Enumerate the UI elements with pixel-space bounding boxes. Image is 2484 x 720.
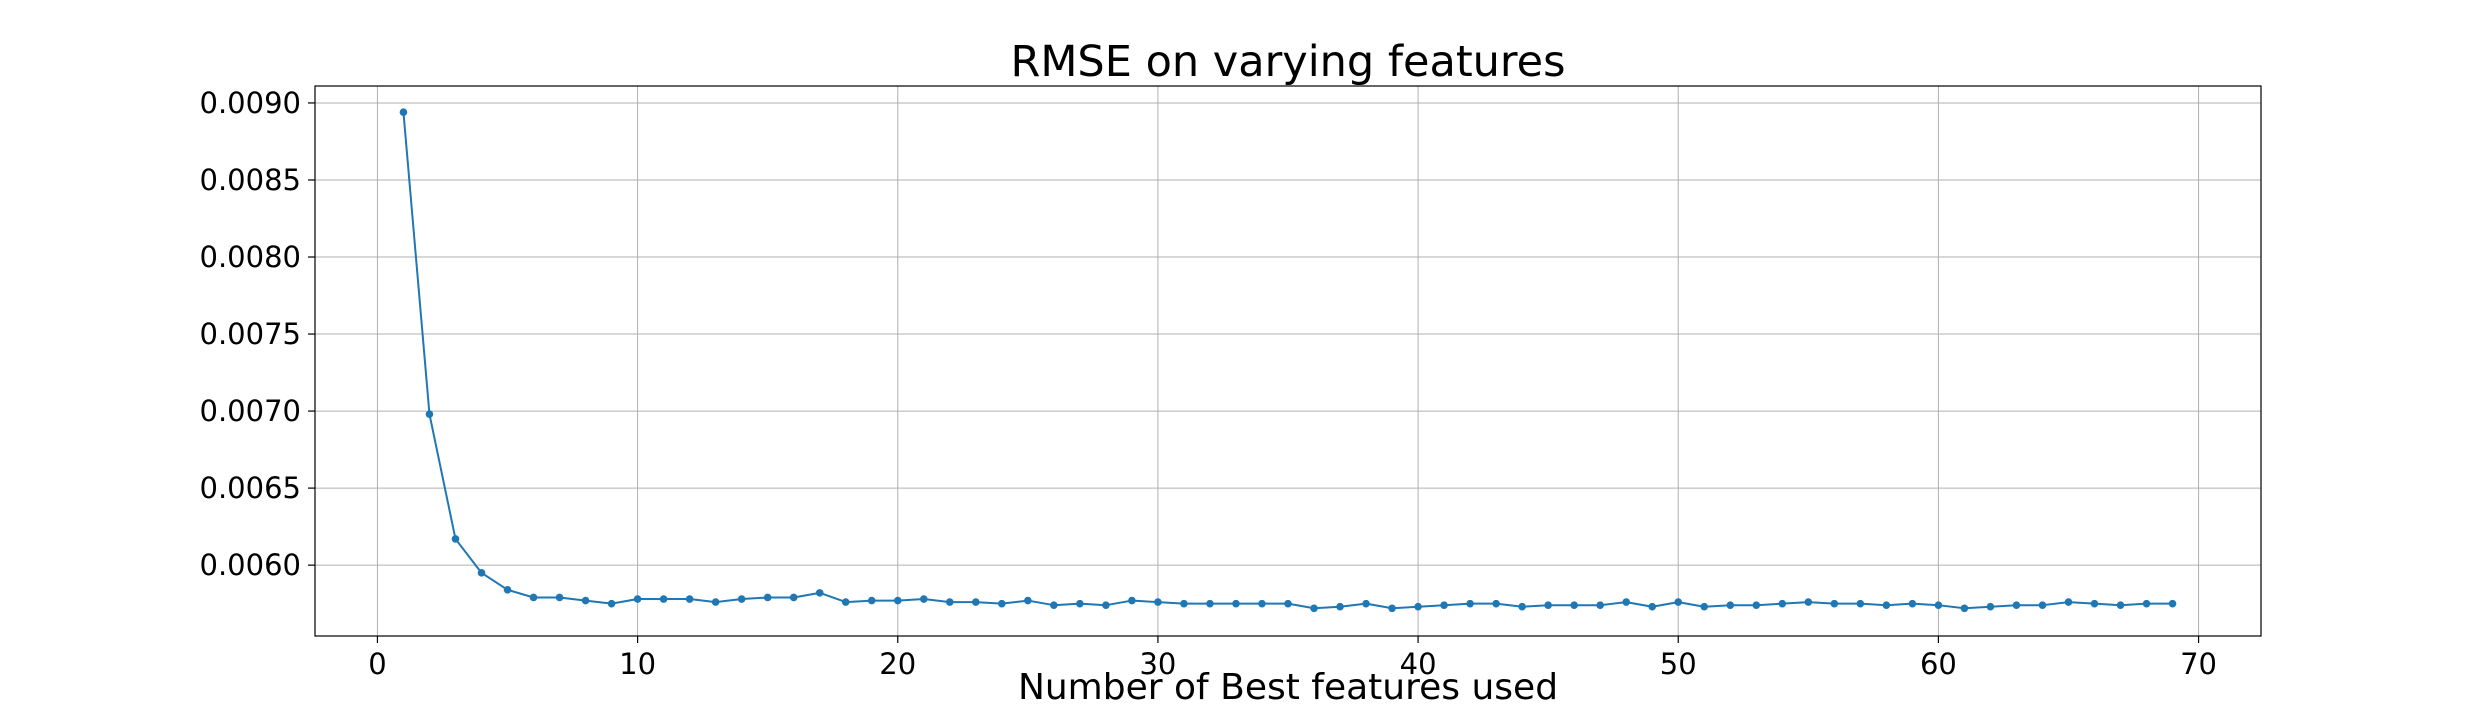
- data-point: [789, 593, 798, 602]
- x-tick-label: 30: [1139, 647, 1176, 681]
- y-tick-label: 0.0070: [200, 394, 301, 428]
- data-point: [763, 593, 772, 602]
- data-point: [1440, 601, 1448, 609]
- data-point: [1778, 599, 1787, 608]
- data-point: [1076, 599, 1084, 608]
- data-point: [1752, 601, 1761, 609]
- data-point: [919, 595, 928, 603]
- plot-frame: [314, 85, 2262, 637]
- data-point: [607, 599, 616, 608]
- data-point: [1414, 602, 1422, 611]
- data-point: [737, 595, 746, 603]
- data-point: [1206, 599, 1214, 608]
- y-tick-label: 0.0065: [200, 471, 301, 505]
- y-tick-label: 0.0080: [200, 240, 301, 274]
- data-point: [1050, 601, 1058, 609]
- x-tick-label: 40: [1400, 647, 1437, 681]
- y-tick-label: 0.0060: [200, 548, 301, 582]
- data-point: [1128, 596, 1136, 605]
- x-tick-label: 0: [368, 647, 386, 681]
- x-tick-label: 60: [1920, 647, 1957, 681]
- data-point: [1648, 602, 1657, 611]
- data-point: [1856, 599, 1865, 608]
- chart-title: RMSE on varying features: [1010, 37, 1565, 87]
- data-point: [2142, 599, 2151, 608]
- data-point: [2116, 601, 2125, 609]
- data-point: [1804, 598, 1813, 606]
- data-point: [425, 410, 434, 418]
- data-point: [1882, 601, 1891, 609]
- x-tick-label: 50: [1660, 647, 1697, 681]
- data-point: [945, 598, 954, 606]
- data-point: [1544, 601, 1552, 609]
- data-point: [1700, 602, 1709, 611]
- data-point: [2012, 601, 2021, 609]
- data-point: [1362, 599, 1370, 608]
- y-tick-label: 0.0090: [200, 86, 301, 120]
- data-point: [1284, 599, 1292, 608]
- data-point: [1310, 604, 1318, 613]
- data-point: [1518, 602, 1526, 611]
- data-point: [1258, 599, 1266, 608]
- x-tick-label: 70: [2180, 647, 2217, 681]
- data-point: [1336, 602, 1344, 611]
- data-point: [1024, 596, 1032, 605]
- grid-lines: [315, 86, 2261, 636]
- x-axis-ticks: 0 10 20 30 40 50 60 70: [368, 636, 2217, 681]
- x-tick-label: 10: [619, 647, 656, 681]
- data-point: [972, 598, 980, 606]
- data-point: [451, 535, 460, 543]
- data-point: [1232, 599, 1240, 608]
- data-point: [1180, 599, 1188, 608]
- data-point: [711, 598, 720, 606]
- data-point: [529, 593, 538, 602]
- series-layer: [399, 108, 2177, 613]
- data-point: [555, 593, 564, 602]
- data-point: [399, 108, 408, 116]
- data-point: [503, 585, 512, 594]
- data-point: [1102, 601, 1110, 609]
- data-point: [1986, 602, 1995, 611]
- data-point: [1622, 598, 1631, 606]
- x-tick-label: 20: [879, 647, 916, 681]
- data-point: [685, 595, 694, 603]
- data-point: [2090, 599, 2099, 608]
- data-point: [1908, 599, 1917, 608]
- y-tick-label: 0.0075: [200, 317, 301, 351]
- data-point: [867, 596, 876, 605]
- data-point: [998, 599, 1006, 608]
- data-point: [1960, 604, 1969, 613]
- data-point: [581, 596, 590, 605]
- data-point: [1726, 601, 1735, 609]
- y-tick-label: 0.0085: [200, 163, 301, 197]
- data-point: [1492, 599, 1500, 608]
- data-point: [1830, 599, 1839, 608]
- data-point: [2038, 601, 2047, 609]
- data-point: [659, 595, 668, 603]
- data-point: [633, 595, 642, 603]
- data-point: [1674, 598, 1683, 606]
- y-axis-ticks: 0.0060 0.0065 0.0070 0.0075 0.0080 0.0085 0.00…: [200, 86, 315, 582]
- data-point: [1934, 601, 1943, 609]
- data-point: [477, 569, 486, 577]
- x-axis-title: Number of Best features used: [1018, 667, 1558, 708]
- data-point: [841, 598, 850, 606]
- data-point: [1154, 598, 1162, 606]
- data-point: [2064, 598, 2073, 606]
- data-point: [1388, 604, 1396, 613]
- data-point: [1570, 601, 1578, 609]
- data-point: [815, 589, 824, 597]
- data-point: [1466, 599, 1474, 608]
- data-point: [1596, 601, 1604, 609]
- data-point: [2168, 599, 2177, 608]
- data-point: [893, 596, 902, 605]
